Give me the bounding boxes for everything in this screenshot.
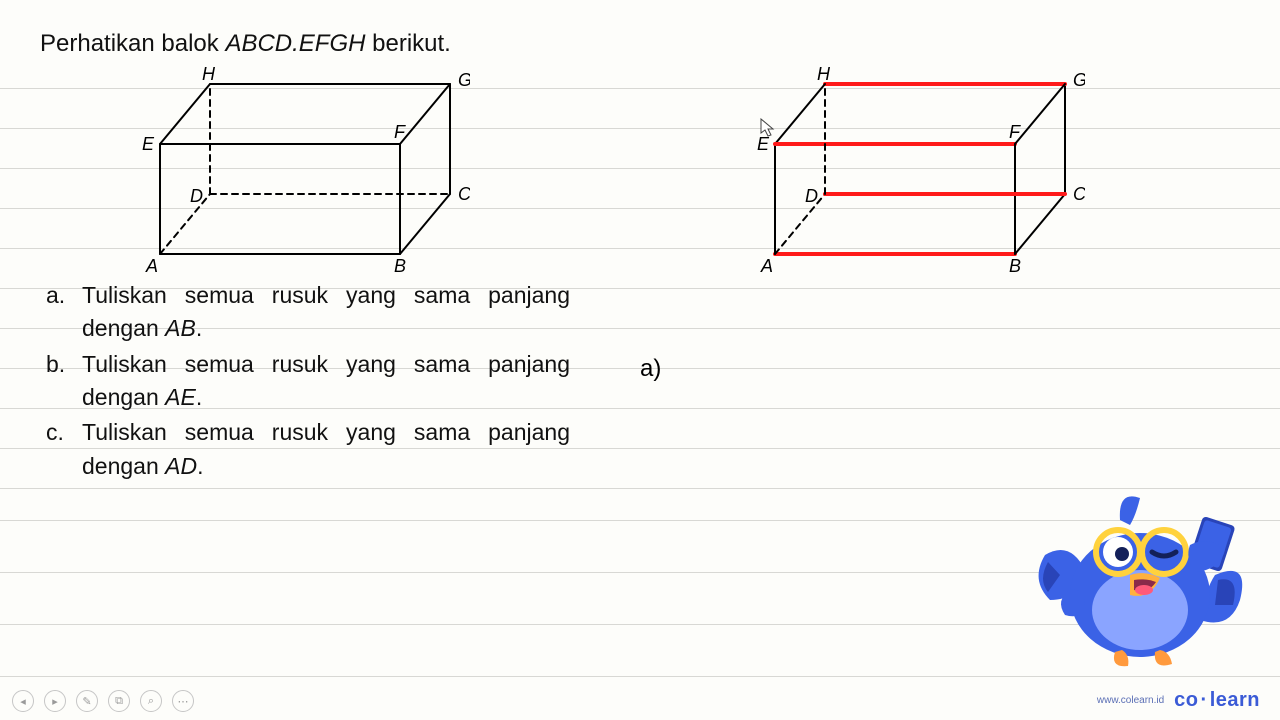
svg-text:F: F	[1009, 122, 1021, 142]
question-text: Tuliskan semua rusuk yang sama panjang d…	[82, 419, 570, 478]
svg-text:E: E	[142, 134, 155, 154]
svg-text:H: H	[817, 64, 831, 84]
footer: www.colearn.id co·learn	[1097, 689, 1260, 712]
question-marker: a.	[46, 279, 65, 312]
zoom-button[interactable]: ⌕	[140, 690, 162, 712]
svg-text:G: G	[1073, 70, 1085, 90]
svg-text:F: F	[394, 122, 406, 142]
footer-brand: co·learn	[1174, 689, 1260, 712]
question-text: Tuliskan semua rusuk yang sama panjang d…	[82, 282, 570, 341]
question-item-c: c.Tuliskan semua rusuk yang sama panjang…	[82, 416, 570, 483]
title-pre: Perhatikan balok	[40, 30, 225, 57]
svg-text:C: C	[1073, 184, 1085, 204]
svg-text:H: H	[202, 64, 216, 84]
mascot-bird	[1030, 480, 1250, 670]
question-list: a. Tuliskan semua rusuk yang sama panjang…	[40, 279, 570, 483]
svg-text:E: E	[757, 134, 770, 154]
svg-text:A: A	[145, 256, 158, 276]
svg-text:D: D	[190, 186, 203, 206]
svg-text:G: G	[458, 70, 470, 90]
next-button[interactable]: ▸	[44, 690, 66, 712]
problem-title: Perhatikan balok ABCD.EFGH berikut.	[40, 30, 1240, 58]
question-item-b: b.Tuliskan semua rusuk yang sama panjang…	[82, 348, 570, 415]
question-marker: c.	[46, 416, 64, 449]
cuboid-diagram-original: A B C D E F G H	[40, 64, 570, 279]
question-marker: b.	[46, 348, 65, 381]
right-column: A B C D E F G H a)	[600, 64, 1240, 485]
svg-text:D: D	[805, 186, 818, 206]
svg-text:A: A	[760, 256, 773, 276]
pen-button[interactable]: ✎	[76, 690, 98, 712]
clip-button[interactable]: ⧉	[108, 690, 130, 712]
title-cuboid-name: ABCD.EFGH	[225, 30, 365, 57]
left-column: ABCDEFGH a.Tuliskan semua rusuk yang sam…	[40, 64, 570, 485]
prev-button[interactable]: ◂	[12, 690, 34, 712]
title-post: berikut.	[365, 30, 450, 57]
svg-text:B: B	[1009, 256, 1021, 276]
svg-text:B: B	[394, 256, 406, 276]
player-toolbar: ◂ ▸ ✎ ⧉ ⌕ ⋯	[12, 690, 194, 712]
question-edge: AB	[165, 315, 196, 341]
cuboid-diagram-highlighted: A B C D E F G H	[600, 64, 1240, 279]
question-edge: AE	[165, 384, 196, 410]
question-item-a: a.Tuliskan semua rusuk yang sama panjang…	[82, 279, 570, 346]
question-edge: AD	[165, 453, 197, 479]
answer-a-label: a)	[640, 355, 1240, 383]
question-text: Tuliskan semua rusuk yang sama panjang d…	[82, 351, 570, 410]
svg-text:C: C	[458, 184, 470, 204]
footer-url: www.colearn.id	[1097, 695, 1164, 706]
more-button[interactable]: ⋯	[172, 690, 194, 712]
